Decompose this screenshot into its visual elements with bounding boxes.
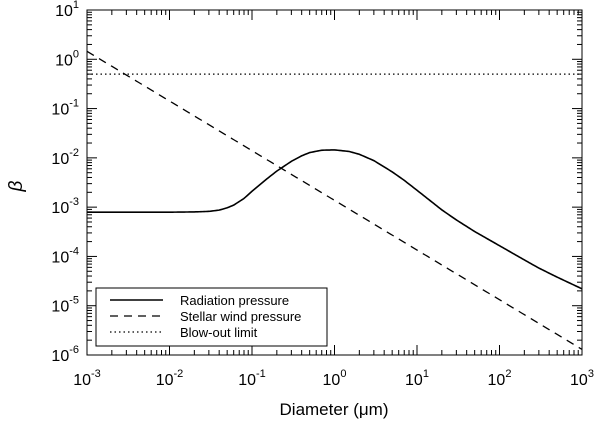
x-axis-label: Diameter (μm) bbox=[280, 400, 389, 419]
y-tick-label: 10-4 bbox=[51, 245, 79, 266]
axes: 10-3 10-2 10-1 100 101 102 103 10-6 10-5 10-4 10-3… bbox=[51, 0, 594, 389]
x-tick-label: 101 bbox=[405, 368, 429, 389]
x-tick-label: 10-2 bbox=[156, 368, 184, 389]
series-line-1 bbox=[87, 149, 583, 290]
y-tick-label: 101 bbox=[55, 0, 79, 20]
series-line-2 bbox=[86, 50, 583, 350]
x-tick-label: 103 bbox=[570, 368, 594, 389]
legend-label: Blow-out limit bbox=[180, 325, 258, 340]
legend-box bbox=[95, 287, 328, 347]
legend-label: Radiation pressure bbox=[180, 293, 289, 308]
y-tick-label: 10-1 bbox=[51, 98, 79, 119]
x-tick-label: 10-3 bbox=[73, 368, 101, 389]
x-tick-label: 100 bbox=[323, 368, 347, 389]
y-tick-label: 10-3 bbox=[51, 196, 79, 217]
y-tick-label: 10-2 bbox=[51, 147, 79, 168]
legend-label: Stellar wind pressure bbox=[180, 309, 301, 324]
y-tick-label: 10-6 bbox=[51, 344, 79, 365]
y-tick-label: 100 bbox=[55, 48, 79, 69]
y-tick-label: 10-5 bbox=[51, 295, 79, 316]
y-axis-label: β bbox=[6, 180, 27, 192]
x-tick-label: 10-1 bbox=[238, 368, 266, 389]
plot-frame bbox=[86, 9, 583, 356]
x-tick-label: 102 bbox=[488, 368, 512, 389]
plot-curves bbox=[86, 50, 583, 350]
